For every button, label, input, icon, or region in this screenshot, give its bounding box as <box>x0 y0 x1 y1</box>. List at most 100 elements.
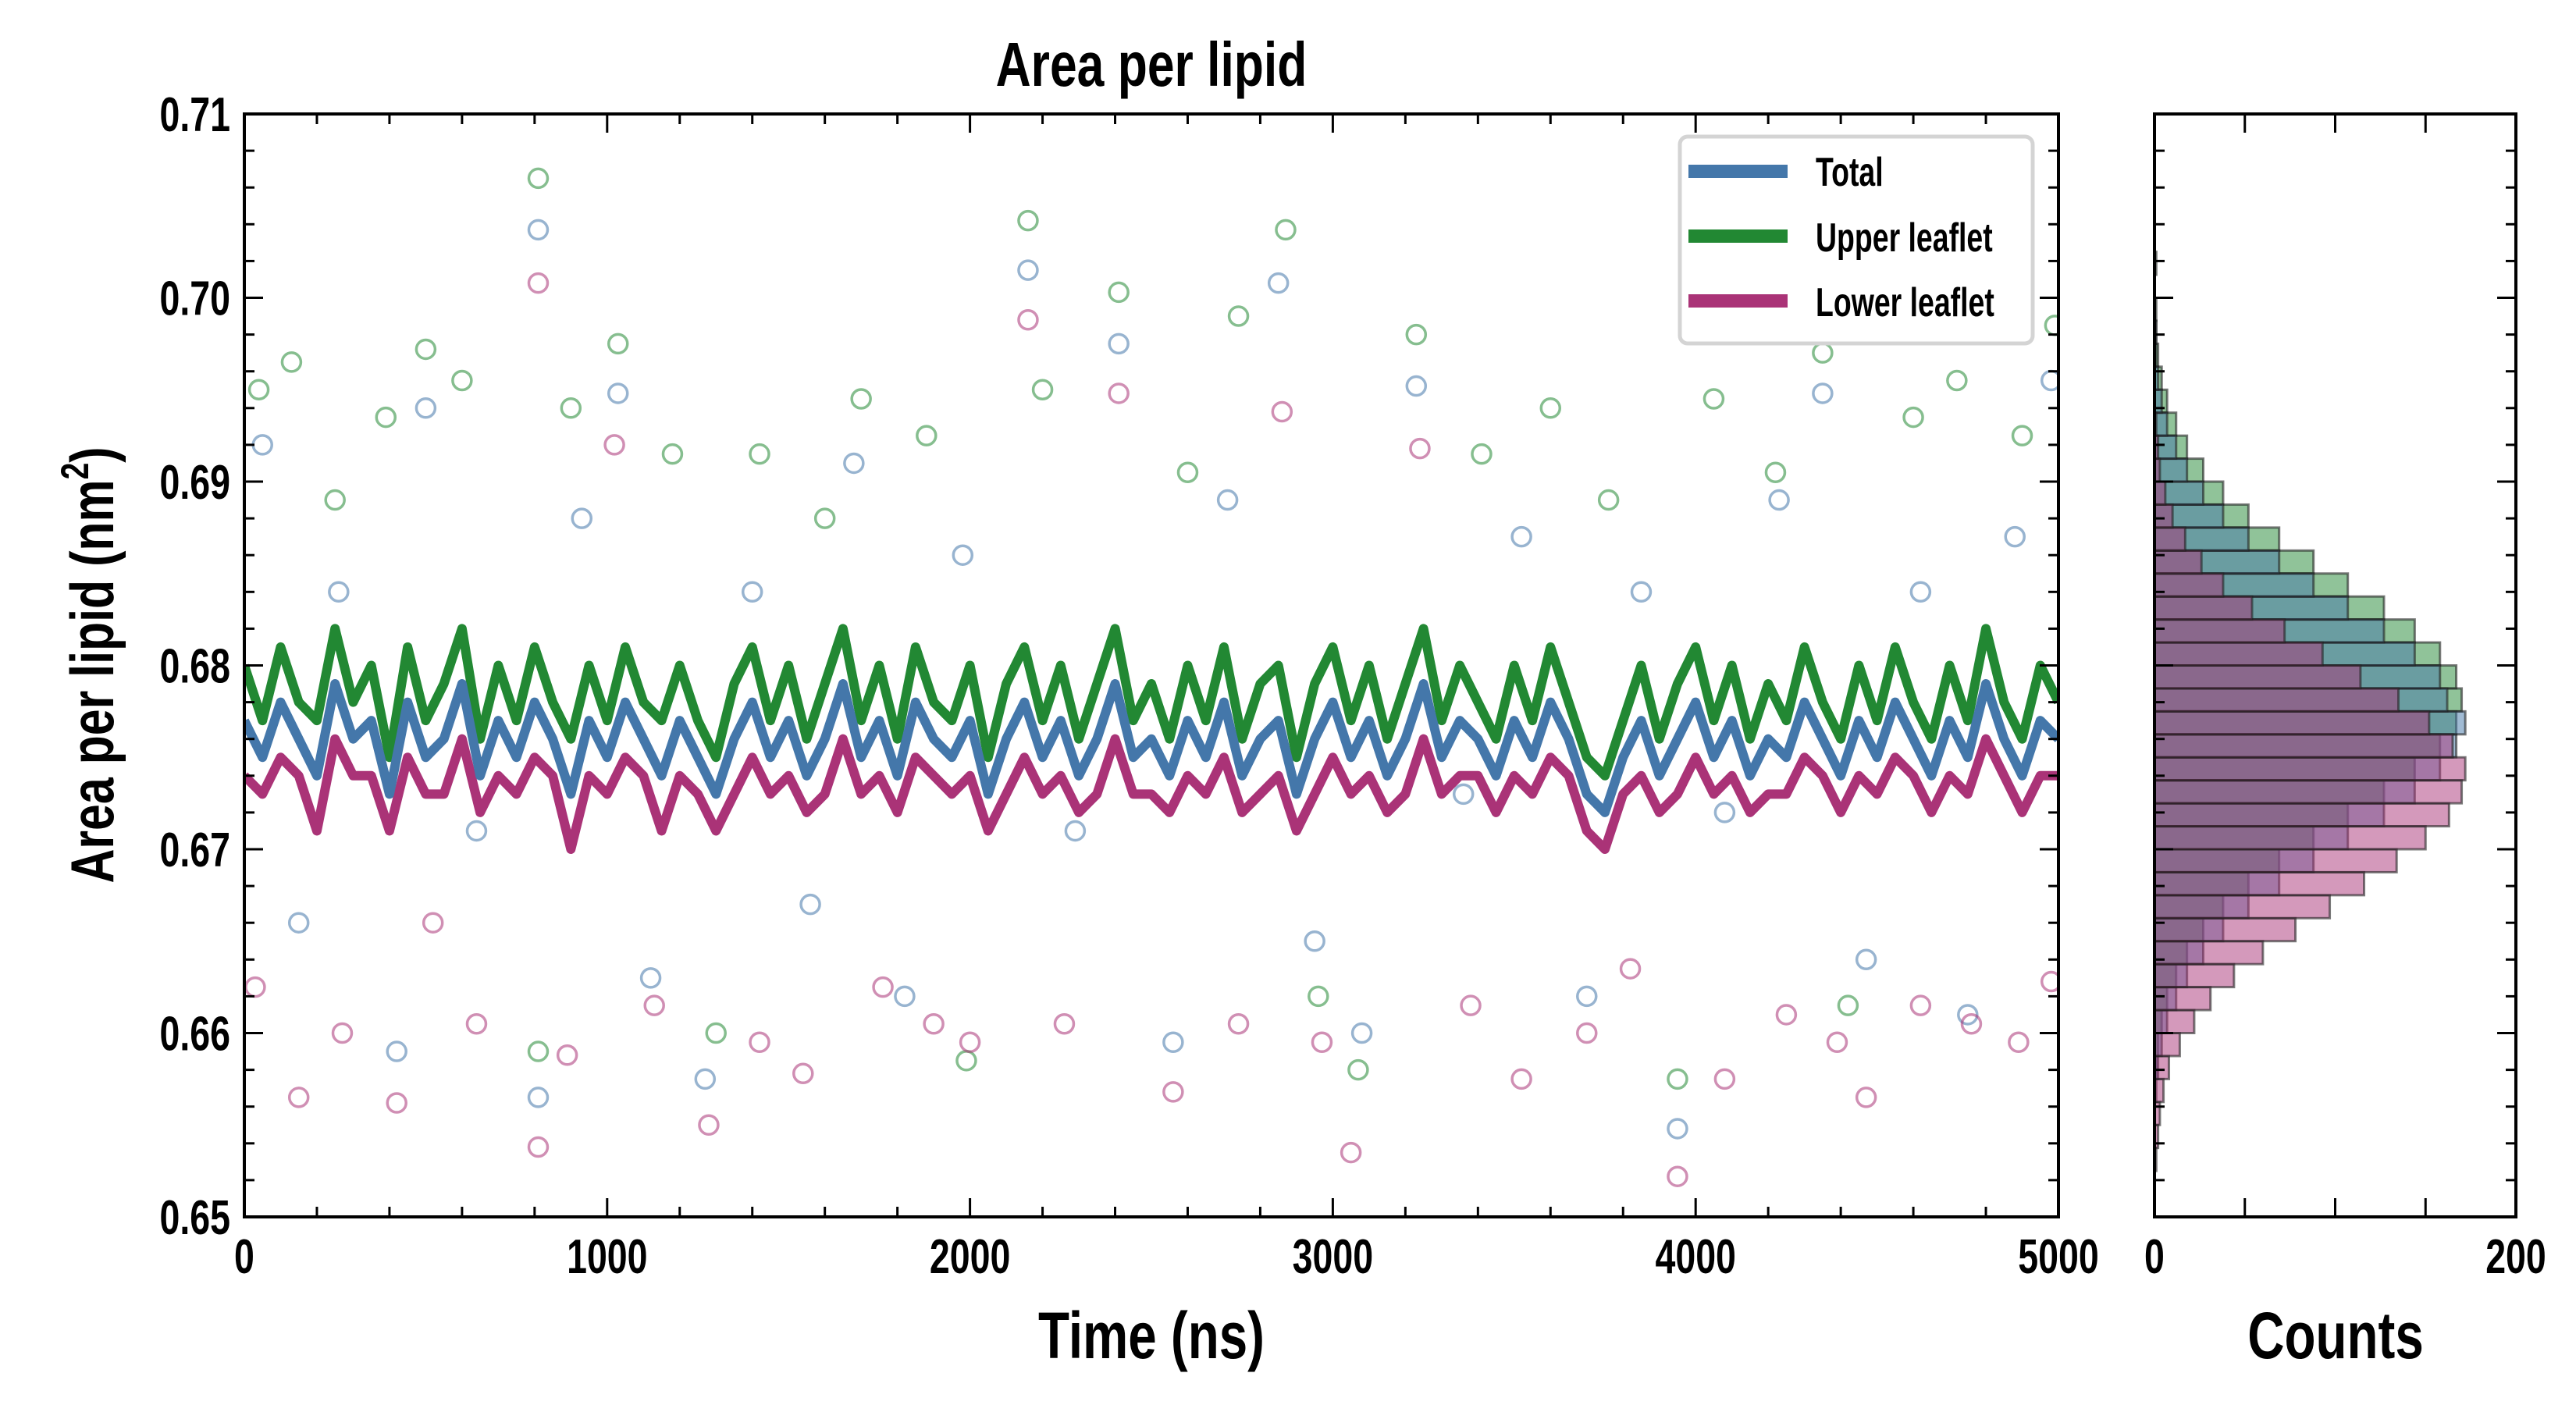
scatter-series-upper-leaflet <box>247 167 2058 1090</box>
scatter-point <box>1957 1004 1979 1026</box>
scatter-point <box>422 912 444 934</box>
scatter-point <box>1162 1081 1184 1103</box>
scatter-point <box>280 351 303 373</box>
scatter-point <box>1909 994 1932 1016</box>
legend-label-total: Total <box>1816 149 1884 195</box>
scatter-point <box>643 994 665 1016</box>
scatter-point <box>959 1031 981 1054</box>
histogram-bar <box>2153 1008 2196 1034</box>
scatter-point <box>1108 382 1130 404</box>
scatter-point <box>1713 802 1736 823</box>
scatter-point <box>749 1031 770 1054</box>
histogram-bar <box>2153 894 2332 919</box>
x-tick-label: 3000 <box>1293 1229 1373 1283</box>
line-series-upper-leaflet <box>244 624 2058 781</box>
legend-label-lower-leaflet: Lower leaflet <box>1816 279 1994 325</box>
histogram-bar <box>2153 1055 2171 1080</box>
scatter-point <box>1837 994 1859 1016</box>
scatter-point <box>607 382 629 404</box>
histogram-bar <box>2153 733 2454 759</box>
scatter-series-total <box>251 219 2058 1140</box>
scatter-point <box>1350 1022 1373 1044</box>
scatter-point <box>1855 1087 1877 1108</box>
scatter-point <box>694 1068 717 1090</box>
scatter-point <box>1597 489 1620 511</box>
scatter-point <box>1017 309 1039 331</box>
scatter-point <box>661 443 684 465</box>
scatter-point <box>465 1012 488 1035</box>
scatter-point <box>527 1040 550 1062</box>
x-tick-label: 4000 <box>1655 1229 1735 1283</box>
scatter-point <box>2011 425 2033 446</box>
histogram-bar <box>2153 962 2236 989</box>
scatter-point <box>1017 259 1039 281</box>
histogram-bar <box>2153 480 2167 506</box>
scatter-point <box>1053 1012 1076 1035</box>
scatter-point <box>251 434 273 456</box>
scatter-point <box>741 581 763 603</box>
scatter-point <box>1405 375 1428 397</box>
y-tick-label: 0.66 <box>159 1006 230 1061</box>
scatter-point <box>1471 443 1493 465</box>
histogram-bar <box>2153 1032 2181 1058</box>
scatter-point <box>2004 525 2026 548</box>
scatter-point <box>698 1114 720 1136</box>
scatter-point <box>1064 820 1087 842</box>
histogram-bar <box>2153 825 2427 851</box>
scatter-point <box>1108 333 1130 355</box>
scatter-point <box>955 1050 977 1072</box>
scatter-point <box>1271 400 1293 423</box>
scatter-point <box>1510 1068 1532 1090</box>
scatter-point <box>386 1092 407 1114</box>
histogram-x-tick-label: 0 <box>2144 1229 2165 1283</box>
scatter-point <box>527 219 550 241</box>
scatter-point <box>1304 930 1325 952</box>
scatter-point <box>916 425 938 446</box>
x-tick-label: 0 <box>234 1229 254 1283</box>
histogram-x-tick-label: 200 <box>2485 1229 2546 1283</box>
histogram-bar <box>2153 503 2174 529</box>
scatter-point <box>324 489 346 511</box>
histogram-x-axis-label: Counts <box>2247 1299 2424 1372</box>
legend-frame <box>1678 134 2035 346</box>
scatter-point <box>813 507 836 529</box>
scatter-point <box>1713 1068 1736 1090</box>
scatter-point <box>247 379 270 400</box>
scatter-point <box>850 388 872 410</box>
scatter-point <box>1176 461 1199 483</box>
main-plot: 0 1000 2000 3000 4000 5000 0.65 0.66 0.67 0.68 0.6… <box>159 87 2098 1283</box>
scatter-point <box>1576 985 1598 1008</box>
scatter-point <box>1452 783 1475 806</box>
scatter-point <box>1667 1165 1688 1187</box>
scatter-point <box>287 1087 310 1108</box>
scatter-point <box>1576 1022 1598 1044</box>
scatter-point <box>1826 1031 1848 1054</box>
legend: Total Upper leaflet Lower leaflet <box>1678 134 2035 346</box>
scatter-point <box>2008 1031 2030 1054</box>
histogram-bar <box>2153 940 2265 966</box>
scatter-point <box>1703 388 1725 410</box>
scatter-point <box>1227 1012 1250 1035</box>
y-tick-label: 0.68 <box>159 638 230 693</box>
scatter-point <box>1630 581 1653 603</box>
scatter-point <box>1855 948 1877 971</box>
histogram-bar <box>2153 641 2324 667</box>
scatter-point <box>1347 1058 1369 1081</box>
scatter-point <box>527 272 550 294</box>
chart-title: Area per lipid <box>996 30 1308 100</box>
scatter-point <box>560 397 582 419</box>
scatter-point <box>1216 489 1239 511</box>
x-tick-label: 5000 <box>2018 1229 2098 1283</box>
scatter-point <box>1775 1004 1798 1026</box>
scatter-point <box>465 820 488 842</box>
scatter-point <box>1960 1012 1983 1035</box>
scatter-point <box>287 912 310 934</box>
scatter-point <box>639 967 662 989</box>
scatter-point <box>1308 985 1329 1008</box>
legend-swatch-upper-leaflet <box>1688 229 1788 243</box>
histogram-bar <box>2153 710 2431 736</box>
x-axis-label: Time (ns) <box>1038 1299 1265 1372</box>
scatter-point <box>607 333 629 355</box>
scatter-point <box>386 1040 407 1062</box>
y-tick-label: 0.67 <box>159 822 230 877</box>
